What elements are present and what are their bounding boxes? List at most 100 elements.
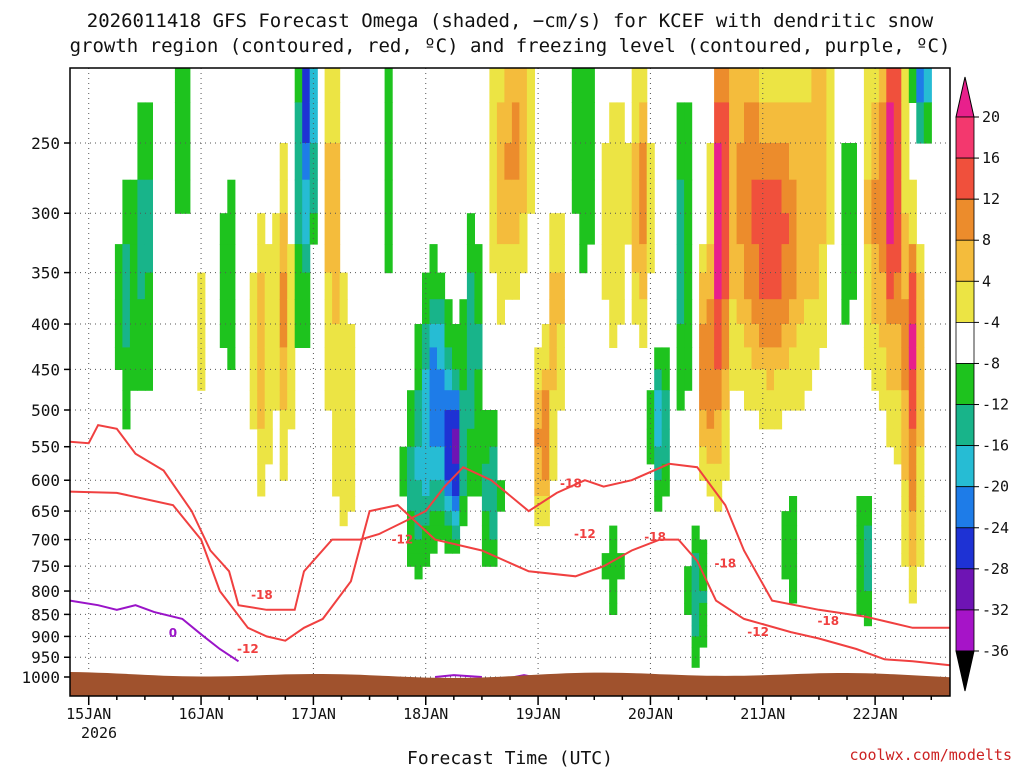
omega-cell (616, 102, 625, 144)
omega-cell (856, 553, 865, 567)
omega-cell (908, 525, 917, 541)
omega-cell (249, 347, 258, 370)
omega-cell (122, 299, 131, 325)
colorbar-label: 4 (982, 272, 991, 290)
omega-cell (452, 539, 461, 554)
colorbar-segment (955, 363, 975, 405)
omega-cell (437, 446, 446, 465)
omega-cell (699, 446, 708, 465)
omega-cell (444, 347, 453, 370)
omega-cell (774, 324, 783, 348)
omega-cell (706, 213, 715, 245)
omega-cell (249, 299, 258, 325)
omega-cell (219, 244, 228, 274)
omega-cell (811, 102, 820, 144)
omega-cell (916, 347, 925, 370)
omega-cell (796, 102, 805, 144)
omega-cell (332, 410, 341, 430)
omega-cell (759, 369, 768, 391)
omega-cell (691, 578, 700, 592)
omega-cell (781, 143, 790, 181)
omega-cell (796, 213, 805, 245)
omega-cell (721, 463, 730, 481)
omega-cell (452, 390, 461, 411)
colorbar-segment (955, 527, 975, 570)
omega-cell (699, 614, 708, 627)
omega-cell (744, 347, 753, 370)
omega-cell (886, 410, 895, 430)
omega-cell (339, 410, 348, 430)
omega-cell (908, 324, 917, 348)
omega-cell (901, 369, 910, 391)
omega-cell (294, 143, 303, 181)
omega-cell (886, 428, 895, 448)
omega-cell (901, 496, 910, 512)
omega-cell (601, 143, 610, 181)
omega-cell (774, 68, 783, 103)
omega-cell (474, 244, 483, 274)
omega-cell (766, 68, 775, 103)
omega-cell (744, 369, 753, 391)
omega-cell (863, 324, 872, 348)
omega-cell (129, 244, 138, 274)
omega-cell (744, 102, 753, 144)
omega-cell (137, 369, 146, 391)
omega-cell (804, 299, 813, 325)
omega-cell (332, 428, 341, 448)
omega-cell (856, 511, 865, 527)
omega-cell (302, 68, 311, 103)
omega-cell (272, 272, 281, 300)
omega-cell (893, 410, 902, 430)
omega-cell (407, 525, 416, 541)
omega-cell (654, 428, 663, 448)
omega-cell (789, 553, 798, 567)
omega-cell (908, 347, 917, 370)
omega-cell (219, 324, 228, 348)
omega-cell (504, 213, 513, 245)
omega-cell (699, 636, 708, 648)
omega-cell (496, 68, 505, 103)
omega-cell (811, 299, 820, 325)
omega-cell (324, 347, 333, 370)
x-tick-label: 21JAN (740, 705, 785, 723)
omega-cell (541, 390, 550, 411)
omega-cell (407, 428, 416, 448)
omega-cell (347, 369, 356, 391)
colorbar-label: -24 (982, 519, 1009, 537)
omega-cell (481, 446, 490, 465)
omega-cell (549, 369, 558, 391)
omega-cell (422, 390, 431, 411)
omega-cell (684, 369, 693, 391)
omega-cell (908, 272, 917, 300)
omega-cell (452, 511, 461, 527)
omega-cell (137, 179, 146, 214)
omega-cell (429, 299, 438, 325)
omega-cell (579, 179, 588, 214)
omega-cell (789, 539, 798, 554)
omega-cell (137, 213, 146, 245)
colorbar-segment (955, 157, 975, 200)
omega-cell (422, 410, 431, 430)
omega-cell (714, 324, 723, 348)
omega-cell (714, 463, 723, 481)
omega-cell (729, 213, 738, 245)
omega-cell (571, 102, 580, 144)
omega-cell (789, 213, 798, 245)
omega-cell (249, 410, 258, 430)
omega-cell (294, 244, 303, 274)
x-tick-label: 20JAN (628, 705, 673, 723)
omega-cell (227, 272, 236, 300)
omega-cell (496, 143, 505, 181)
omega-cell (556, 369, 565, 391)
omega-cell (848, 143, 857, 181)
omega-cell (818, 244, 827, 274)
omega-cell (474, 480, 483, 497)
omega-cell (429, 390, 438, 411)
omega-cell (639, 143, 648, 181)
omega-cell (504, 244, 513, 274)
omega-cell (586, 179, 595, 214)
omega-cell (789, 369, 798, 391)
omega-cell (227, 299, 236, 325)
omega-cell (257, 347, 266, 370)
